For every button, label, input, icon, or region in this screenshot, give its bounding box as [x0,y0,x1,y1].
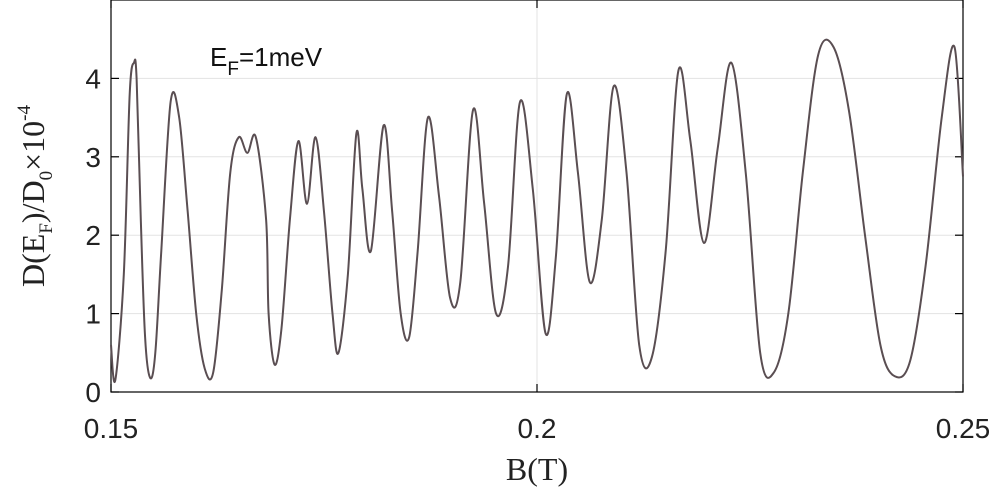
fermi-energy-annotation: EF=1meV [210,42,323,80]
x-tick-label: 0.25 [936,413,991,444]
annotation-rest: =1meV [239,42,323,72]
y-axis-label: D(EF)/D0×10-4 [14,105,57,287]
x-tick-label: 0.2 [518,413,557,444]
y-tick-label: 3 [85,142,101,173]
y-label-times: ×10 [15,121,51,171]
y-tick-label: 0 [85,377,101,408]
y-tick-label: 4 [85,63,101,94]
y-tick-label: 1 [85,299,101,330]
y-tick-label: 2 [85,220,101,251]
x-tick-label: 0.15 [84,413,139,444]
y-label-middle: )/D [15,180,51,223]
y-label-sub1: F [36,223,57,234]
x-axis-label: B(T) [506,451,568,487]
y-label-sub2: 0 [36,171,57,181]
y-label-exponent: -4 [14,105,35,121]
annotation-main: E [210,42,227,72]
grid-lines [111,0,963,392]
series-line [110,38,964,384]
y-label-prefix: D(E [15,234,51,287]
annotation-subscript: F [227,59,239,80]
